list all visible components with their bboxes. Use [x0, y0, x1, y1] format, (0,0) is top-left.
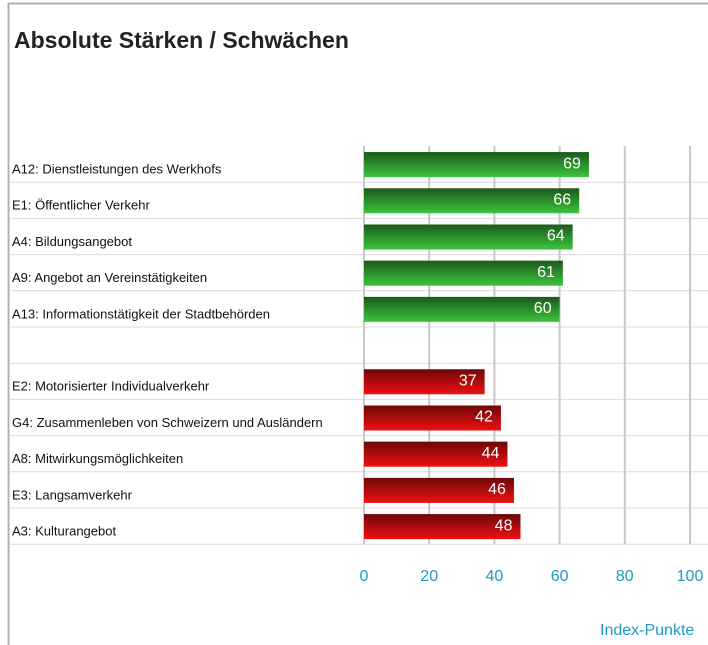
- value-label: 42: [475, 409, 493, 426]
- bar-shade: [364, 405, 501, 431]
- bar-shade: [364, 477, 514, 503]
- value-label: 48: [495, 517, 513, 534]
- value-label: 60: [534, 300, 552, 317]
- bar-shade: [364, 514, 521, 540]
- y-tick-label: E2: Motorisierter Individualverkehr: [12, 379, 210, 394]
- value-label: 61: [537, 264, 555, 281]
- bar-shade: [364, 296, 560, 322]
- y-tick-label: A13: Informationstätigkeit der Stadtbehö…: [12, 306, 270, 321]
- x-tick-label: 60: [551, 568, 569, 585]
- chart-title: Absolute Stärken / Schwächen: [14, 27, 349, 53]
- value-label: 37: [459, 373, 477, 390]
- value-label: 46: [488, 481, 506, 498]
- value-label: 66: [553, 192, 571, 209]
- bar-shade: [364, 188, 580, 214]
- bar-shade: [364, 369, 485, 395]
- y-tick-label: E3: Langsamverkehr: [12, 487, 133, 502]
- value-label: 64: [547, 228, 565, 245]
- x-tick-label: 40: [486, 568, 504, 585]
- y-tick-label: A3: Kulturangebot: [12, 524, 116, 539]
- y-tick-label: A12: Dienstleistungen des Werkhofs: [12, 162, 222, 177]
- y-tick-label: A4: Bildungsangebot: [12, 234, 132, 249]
- y-tick-label: A9: Angebot an Vereinstätigkeiten: [12, 270, 207, 285]
- bar-shade: [364, 441, 508, 467]
- x-tick-label: 100: [677, 568, 704, 585]
- x-tick-label: 20: [420, 568, 438, 585]
- bar-shade: [364, 152, 589, 178]
- y-tick-label: G4: Zusammenleben von Schweizern und Aus…: [12, 415, 323, 430]
- bar-shade: [364, 224, 573, 250]
- x-axis-label: Index-Punkte: [600, 622, 694, 639]
- y-tick-label: E1: Öffentlicher Verkehr: [12, 198, 150, 213]
- value-label: 69: [563, 155, 581, 172]
- y-tick-label: A8: Mitwirkungsmöglichkeiten: [12, 451, 183, 466]
- x-tick-label: 80: [616, 568, 634, 585]
- value-label: 44: [482, 445, 500, 462]
- x-tick-label: 0: [360, 568, 369, 585]
- bar-shade: [364, 260, 563, 286]
